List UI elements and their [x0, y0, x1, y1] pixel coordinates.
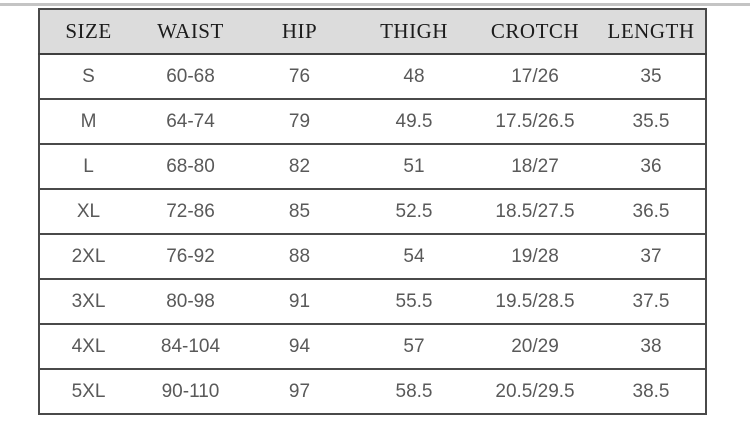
- header-cell-hip: HIP: [244, 9, 355, 54]
- header-row: SIZE WAIST HIP THIGH CROTCH LENGTH: [39, 9, 706, 54]
- header-cell-length: LENGTH: [597, 9, 706, 54]
- table-row-4xl: 4XL 84-104 94 57 20/29 38: [39, 324, 706, 369]
- table-cell: 80-98: [166, 290, 215, 312]
- table-cell: 54: [403, 245, 425, 267]
- table-cell: 58.5: [395, 380, 433, 402]
- table-cell: 48: [403, 65, 425, 87]
- table-row-s: S 60-68 76 48 17/26 35: [39, 54, 706, 99]
- table-cell: 94: [288, 335, 311, 357]
- table-cell: 35: [640, 65, 662, 87]
- table-cell: 84-104: [160, 335, 221, 357]
- table-cell: 64-74: [166, 110, 215, 132]
- table-cell: 97: [288, 380, 311, 402]
- table-cell: 79: [288, 110, 311, 132]
- table-cell: 60-68: [166, 65, 215, 87]
- table-cell: 49.5: [395, 110, 433, 132]
- table-cell: 36: [640, 155, 662, 177]
- table-cell: 82: [288, 155, 311, 177]
- table-cell: 19.5/28.5: [495, 290, 575, 312]
- header-cell-waist: WAIST: [137, 9, 244, 54]
- table-cell: 18.5/27.5: [495, 200, 575, 222]
- size-chart-table: SIZE WAIST HIP THIGH CROTCH LENGTH S 60-…: [38, 8, 707, 415]
- table-cell: 4XL: [71, 335, 106, 357]
- table-cell: 2XL: [71, 245, 106, 267]
- table-cell: 17/26: [511, 65, 559, 87]
- table-cell: 76: [288, 65, 311, 87]
- table-row-5xl: 5XL 90-110 97 58.5 20.5/29.5 38.5: [39, 369, 706, 414]
- table-cell: 3XL: [71, 290, 106, 312]
- top-divider-line: [0, 3, 750, 6]
- table-cell: 38: [640, 335, 662, 357]
- table-cell: 91: [288, 290, 311, 312]
- table-cell: 55.5: [395, 290, 433, 312]
- table-cell: 36.5: [632, 200, 670, 222]
- table-cell: 52.5: [395, 200, 433, 222]
- header-cell-thigh: THIGH: [355, 9, 473, 54]
- table-cell: 88: [288, 245, 311, 267]
- table-cell: 18/27: [511, 155, 559, 177]
- table-row-3xl: 3XL 80-98 91 55.5 19.5/28.5 37.5: [39, 279, 706, 324]
- table-cell: 37: [640, 245, 662, 267]
- table-cell: L: [83, 155, 94, 177]
- table-cell: 68-80: [166, 155, 215, 177]
- table-row-2xl: 2XL 76-92 88 54 19/28 37: [39, 234, 706, 279]
- table-cell: XL: [76, 200, 101, 222]
- table-row-l: L 68-80 82 51 18/27 36: [39, 144, 706, 189]
- table-cell: 20.5/29.5: [495, 380, 575, 402]
- table-cell: 35.5: [632, 110, 670, 132]
- table-cell: 51: [403, 155, 425, 177]
- table-cell: 37.5: [632, 290, 670, 312]
- header-cell-crotch: CROTCH: [473, 9, 597, 54]
- table-cell: M: [80, 110, 97, 132]
- table-cell: 76-92: [166, 245, 215, 267]
- table-cell: 38.5: [632, 380, 670, 402]
- table-cell: S: [82, 65, 95, 87]
- table-cell: 17.5/26.5: [495, 110, 575, 132]
- table-cell: 19/28: [511, 245, 559, 267]
- table-cell: 57: [403, 335, 425, 357]
- table-cell: 20/29: [511, 335, 559, 357]
- header-cell-size: SIZE: [39, 9, 137, 54]
- table-cell: 85: [288, 200, 311, 222]
- table-cell: 90-110: [161, 380, 220, 402]
- table-row-xl: XL 72-86 85 52.5 18.5/27.5 36.5: [39, 189, 706, 234]
- table-row-m: M 64-74 79 49.5 17.5/26.5 35.5: [39, 99, 706, 144]
- table-cell: 5XL: [71, 380, 106, 402]
- table-cell: 72-86: [166, 200, 215, 222]
